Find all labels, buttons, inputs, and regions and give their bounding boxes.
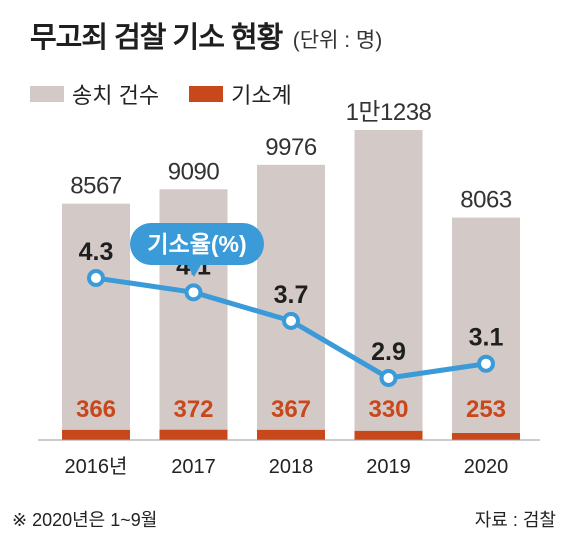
rate-point-0 [87, 269, 105, 288]
label-sent-2: 9976 [265, 134, 317, 161]
x-tick-3: 2019 [366, 456, 411, 478]
rate-point-1 [184, 283, 203, 302]
x-tick-0: 2016년 [65, 455, 128, 478]
rate-line [87, 269, 495, 387]
label-indicted-3: 330 [368, 396, 408, 423]
x-ticks: 2016년 2017 2018 2019 2020 [65, 455, 509, 478]
legend-swatch-indicted [189, 86, 224, 102]
rate-callout: 기소율(%) [130, 223, 264, 277]
labels-sent: 8567 9090 9976 1만1238 8063 [70, 99, 512, 214]
label-rate-2: 3.7 [274, 281, 309, 309]
rate-point-3 [379, 369, 398, 387]
label-indicted-0: 366 [76, 396, 116, 423]
label-indicted-1: 372 [173, 396, 213, 423]
label-sent-3: 1만1238 [346, 99, 432, 126]
bar-indicted-2 [257, 429, 325, 440]
rate-point-2 [282, 311, 300, 330]
x-tick-4: 2020 [464, 456, 509, 478]
label-indicted-4: 253 [466, 396, 506, 423]
labels-indicted: 366 372 367 330 253 [76, 396, 506, 423]
legend-item-indicted: 기소계 [189, 78, 292, 110]
label-indicted-2: 367 [271, 396, 311, 423]
legend-label-indicted: 기소계 [231, 83, 292, 108]
unit-label: (단위 : 명) [292, 29, 383, 52]
x-tick-1: 2017 [171, 456, 216, 478]
source-note: 자료 : 검찰 [474, 510, 556, 530]
label-sent-1: 9090 [168, 158, 220, 185]
bars-indicted [62, 429, 520, 440]
chart: 8567 9090 9976 1만1238 8063 366 372 367 330 253 4… [38, 99, 540, 478]
bar-sent-0 [62, 203, 130, 440]
callout-pointer [186, 263, 202, 277]
legend-swatch-sent [30, 86, 64, 102]
bar-indicted-3 [354, 430, 423, 440]
label-sent-4: 8063 [460, 187, 512, 214]
bar-indicted-4 [452, 433, 520, 440]
rate-point-4 [477, 354, 495, 373]
title-row: 무고죄 검찰 기소 현황 (단위 : 명) [30, 14, 382, 56]
callout-bubble [130, 223, 264, 265]
legend-label-sent: 송치 건수 [72, 83, 160, 108]
legend: 송치 건수 기소계 [30, 78, 322, 110]
label-rate-3: 2.9 [371, 338, 406, 366]
label-rate-0: 4.3 [79, 238, 114, 266]
x-tick-2: 2018 [269, 456, 314, 478]
legend-item-sent: 송치 건수 [30, 78, 159, 110]
chart-title: 무고죄 검찰 기소 현황 [30, 22, 283, 54]
bar-indicted-1 [159, 429, 228, 440]
bar-sent-3 [354, 130, 423, 440]
bar-sent-4 [452, 217, 520, 440]
footnote: ※ 2020년은 1~9월 [12, 510, 158, 530]
label-sent-0: 8567 [70, 173, 122, 200]
bar-sent-2 [257, 164, 325, 440]
label-rate-4: 3.1 [469, 324, 504, 352]
bar-indicted-0 [62, 429, 130, 440]
callout-label: 기소율(%) [147, 231, 246, 257]
